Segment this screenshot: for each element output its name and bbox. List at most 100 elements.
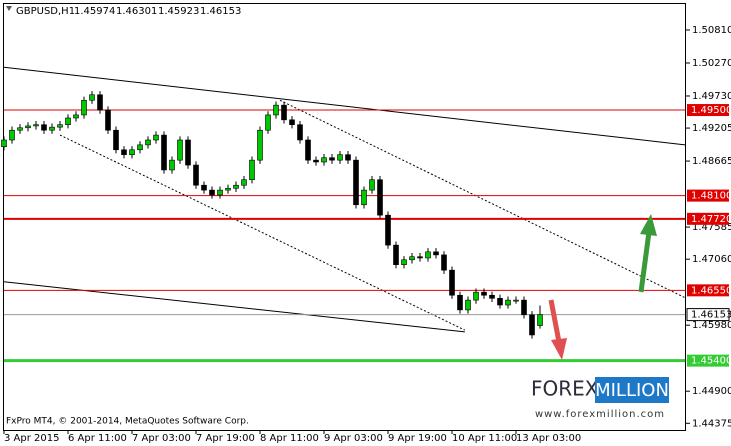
candle-body [265, 114, 271, 131]
candle-body [33, 124, 39, 127]
logo-box [595, 377, 669, 403]
candle-body [225, 187, 231, 191]
candle-body [449, 269, 455, 296]
candle-body [113, 129, 119, 151]
candle-body [161, 134, 167, 171]
current-price-bg [686, 308, 730, 322]
y-tick-label: 1.44900 [692, 386, 731, 397]
candle-body [217, 189, 223, 196]
candle-body [49, 126, 55, 131]
candle-body [489, 294, 495, 299]
level-label-bg [687, 189, 729, 202]
candle-body [329, 157, 335, 161]
y-tick-label: 1.48665 [692, 156, 731, 167]
candle-body [481, 291, 487, 296]
logo: FOREX MILLION www.forexmillion.com [530, 375, 669, 420]
x-tick-label: 10 Apr 11:00 [452, 433, 517, 444]
candle-body [321, 157, 327, 163]
candle-body [177, 139, 183, 161]
trend-line [3, 66, 686, 146]
x-tick-label: 7 Apr 03:00 [132, 433, 191, 444]
candle-body [513, 299, 519, 302]
candle-body [73, 114, 79, 119]
candle-body [241, 179, 247, 186]
plot [1, 66, 686, 363]
y-tick-label: 1.47060 [692, 254, 731, 265]
header-open: 1.45974 [74, 6, 115, 17]
candle-body [65, 117, 71, 126]
candle-body [17, 127, 23, 131]
candle-body [441, 254, 447, 271]
candle-body [425, 251, 431, 259]
x-tick-label: 7 Apr 19:00 [196, 433, 255, 444]
candle-body [521, 299, 527, 316]
candle-body [81, 99, 87, 116]
y-tick-label: 1.49730 [692, 91, 731, 102]
candle-body [361, 189, 367, 206]
candle-body [41, 124, 47, 131]
y-tick-label: 1.45980 [692, 320, 731, 331]
header-low: 1.45923 [158, 6, 199, 17]
candle-body [193, 164, 199, 186]
candle-body [529, 314, 535, 336]
chart-title: GBPUSD,H1 [16, 6, 75, 17]
level-label: 1.48100 [691, 191, 731, 202]
current-price-label: 1.46153 [691, 310, 731, 321]
candle-body [457, 294, 463, 311]
y-tick-label: 1.44375 [692, 418, 731, 429]
candle-body [281, 104, 287, 121]
candle-body [401, 259, 407, 265]
candle-body [377, 179, 383, 216]
y-tick-label: 1.47585 [692, 222, 731, 233]
candle-body [345, 154, 351, 161]
candle-body [185, 139, 191, 166]
x-tick-label: 8 Apr 11:00 [260, 433, 319, 444]
level-label: 1.49500 [691, 105, 731, 116]
y-tick-label: 1.50270 [692, 58, 731, 69]
down-arrow [548, 299, 567, 360]
candle-body [1, 139, 7, 148]
level-label-bg [687, 104, 729, 117]
candle-body [89, 94, 95, 101]
logo-left: FOREX [531, 377, 599, 401]
candle-body [385, 214, 391, 246]
candle-body [129, 149, 135, 155]
candle-body [353, 159, 359, 206]
plot-frame [3, 3, 686, 431]
candle-body [305, 139, 311, 161]
candle-body [393, 244, 399, 265]
candle-body [9, 129, 15, 141]
candle-body [145, 139, 151, 146]
candle-body [409, 256, 415, 261]
candle-body [105, 109, 111, 131]
candle-body [417, 256, 423, 259]
candle-body [313, 159, 319, 163]
trend-line [279, 99, 686, 299]
y-tick-label: 1.49205 [692, 123, 731, 134]
x-tick-label: 9 Apr 03:00 [324, 433, 383, 444]
candle-body [537, 314, 543, 326]
candle-body [169, 159, 175, 171]
logo-url: www.forexmillion.com [535, 409, 665, 420]
x-tick-label: 9 Apr 19:00 [388, 433, 447, 444]
candle-body [337, 154, 343, 161]
candle-body [25, 125, 31, 129]
candle-body [497, 297, 503, 306]
candle-body [249, 159, 255, 181]
x-tick-label: 6 Apr 11:00 [68, 433, 127, 444]
x-tick-label: 13 Apr 03:00 [516, 433, 581, 444]
level-label: 1.47720 [691, 214, 731, 225]
header-high: 1.46301 [116, 6, 157, 17]
candle-body [473, 291, 479, 301]
up-arrow [638, 214, 657, 293]
candle-body [97, 94, 103, 111]
logo-right: MILLION [595, 380, 669, 401]
x-tick-label: 3 Apr 2015 [4, 433, 59, 444]
level-label-bg [687, 354, 729, 367]
candle-body [153, 134, 159, 141]
copyright: FxPro MT4, © 2001-2014, MetaQuotes Softw… [6, 417, 249, 427]
candle-body [209, 189, 215, 196]
level-label: 1.45400 [691, 356, 731, 367]
